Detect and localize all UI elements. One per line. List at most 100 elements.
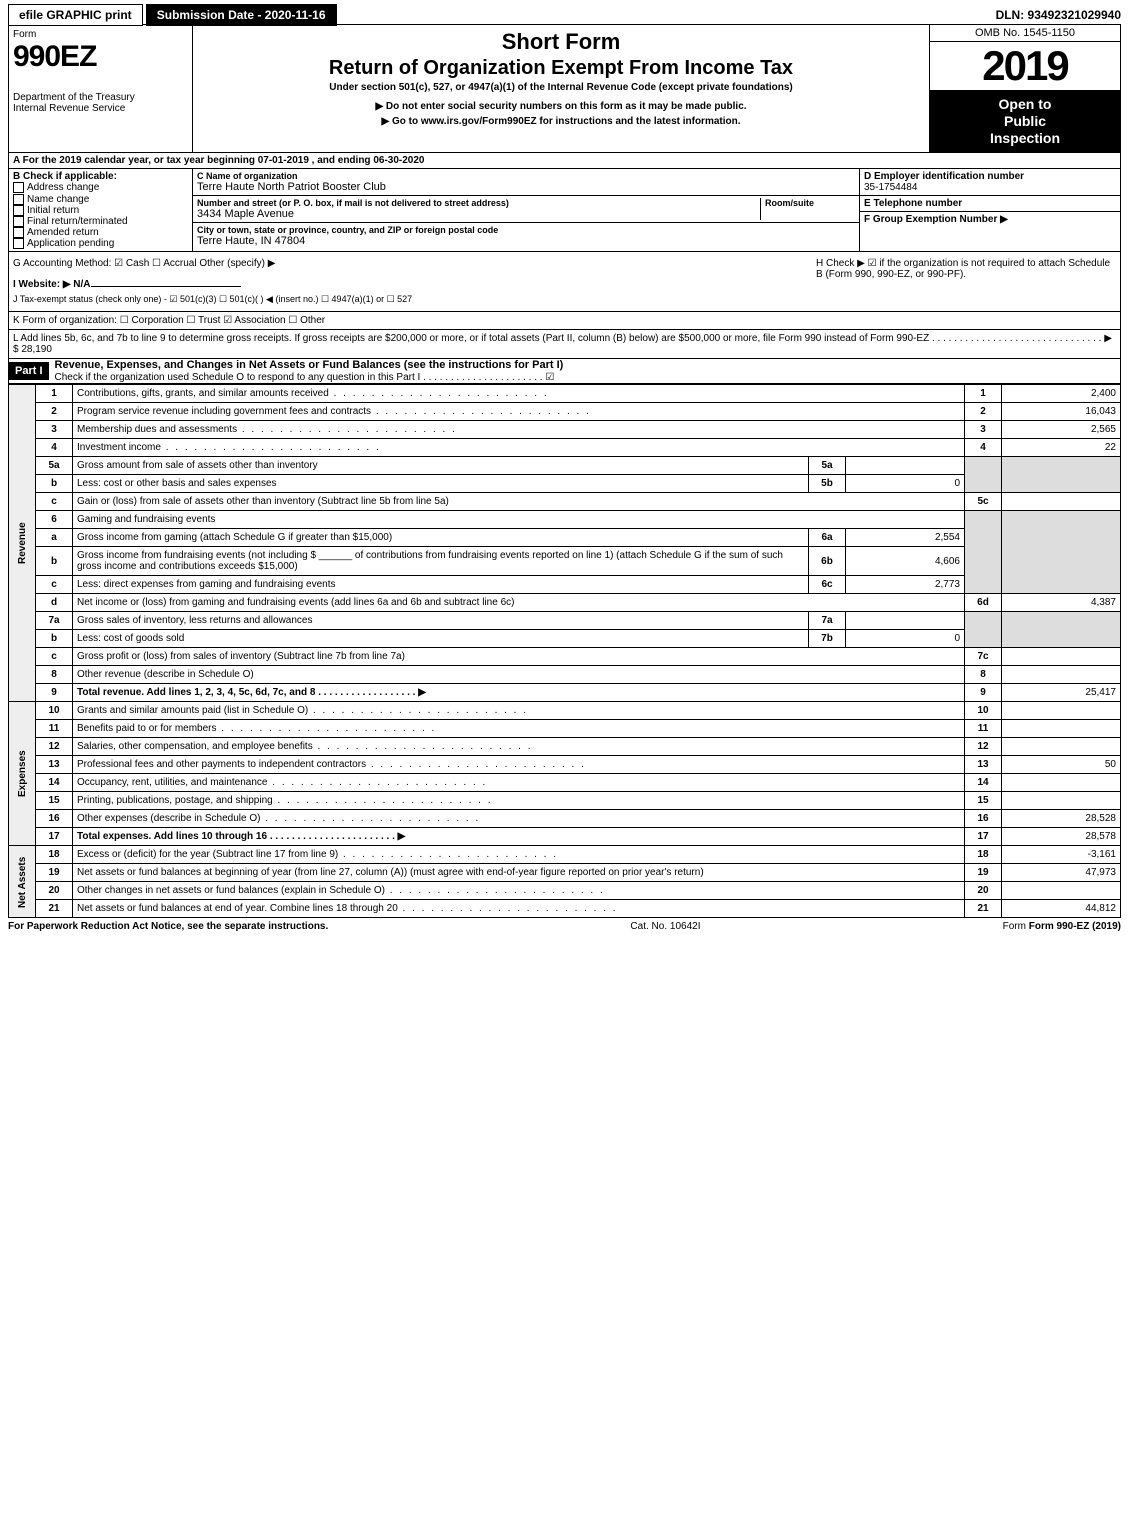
expenses-side-label: Expenses bbox=[9, 702, 36, 846]
b-label: B Check if applicable: bbox=[13, 171, 188, 182]
submission-date-button[interactable]: Submission Date - 2020-11-16 bbox=[146, 4, 337, 26]
chk-amended[interactable]: Amended return bbox=[13, 227, 188, 238]
return-title: Return of Organization Exempt From Incom… bbox=[199, 57, 923, 80]
line-15-text: Printing, publications, postage, and shi… bbox=[73, 792, 965, 810]
top-left: efile GRAPHIC print Submission Date - 20… bbox=[8, 8, 337, 22]
line-g: G Accounting Method: ☑ Cash ☐ Accrual Ot… bbox=[13, 258, 816, 269]
gh-left: G Accounting Method: ☑ Cash ☐ Accrual Ot… bbox=[13, 258, 816, 305]
chk-final[interactable]: Final return/terminated bbox=[13, 216, 188, 227]
c-addr-label: Number and street (or P. O. box, if mail… bbox=[197, 198, 760, 208]
omb-number: OMB No. 1545-1150 bbox=[930, 25, 1120, 42]
line-6a-text: Gross income from gaming (attach Schedul… bbox=[73, 529, 809, 547]
line-5b-text: Less: cost or other basis and sales expe… bbox=[73, 475, 809, 493]
dln-text: DLN: 93492321029940 bbox=[996, 8, 1121, 22]
e-phone-lbl: E Telephone number bbox=[864, 198, 1116, 209]
short-form-title: Short Form bbox=[199, 29, 923, 55]
line-i: I Website: ▶ N/A bbox=[13, 279, 91, 290]
open-l3: Inspection bbox=[934, 130, 1116, 147]
line-6b-text: Gross income from fundraising events (no… bbox=[73, 547, 809, 576]
line-12-text: Salaries, other compensation, and employ… bbox=[73, 738, 965, 756]
line-4-text: Investment income bbox=[73, 439, 965, 457]
line-9-text: Total revenue. Add lines 1, 2, 3, 4, 5c,… bbox=[73, 684, 965, 702]
c-name-row: C Name of organization Terre Haute North… bbox=[193, 169, 859, 196]
line-j: J Tax-exempt status (check only one) - ☑… bbox=[13, 294, 816, 305]
revenue-side-label: Revenue bbox=[9, 385, 36, 702]
f-group-lbl: F Group Exemption Number ▶ bbox=[864, 214, 1116, 225]
line-7c-text: Gross profit or (loss) from sales of inv… bbox=[73, 648, 965, 666]
section-gh: G Accounting Method: ☑ Cash ☐ Accrual Ot… bbox=[8, 252, 1121, 312]
line-3-text: Membership dues and assessments bbox=[73, 421, 965, 439]
line-18-val: -3,161 bbox=[1002, 846, 1121, 864]
chk-address[interactable]: Address change bbox=[13, 182, 188, 193]
line-17-val: 28,578 bbox=[1002, 828, 1121, 846]
line-13-val: 50 bbox=[1002, 756, 1121, 774]
footer-left: For Paperwork Reduction Act Notice, see … bbox=[8, 921, 328, 932]
netassets-side-label: Net Assets bbox=[9, 846, 36, 918]
line-5b-val: 0 bbox=[846, 475, 965, 493]
dept-treasury: Department of the Treasury bbox=[13, 92, 188, 103]
form-number: 990EZ bbox=[13, 40, 188, 74]
line-6a-val: 2,554 bbox=[846, 529, 965, 547]
d-ein-lbl: D Employer identification number bbox=[864, 171, 1116, 182]
lines-table: Revenue 1Contributions, gifts, grants, a… bbox=[8, 384, 1121, 918]
line-l: L Add lines 5b, 6c, and 7b to line 9 to … bbox=[8, 330, 1121, 359]
line-k: K Form of organization: ☐ Corporation ☐ … bbox=[8, 312, 1121, 330]
line-17-text: Total expenses. Add lines 10 through 16 … bbox=[73, 828, 965, 846]
line-5a-text: Gross amount from sale of assets other t… bbox=[73, 457, 809, 475]
section-bcd: B Check if applicable: Address change Na… bbox=[8, 169, 1121, 252]
chk-name[interactable]: Name change bbox=[13, 194, 188, 205]
line-19-val: 47,973 bbox=[1002, 864, 1121, 882]
line-14-text: Occupancy, rent, utilities, and maintena… bbox=[73, 774, 965, 792]
c-city-row: City or town, state or province, country… bbox=[193, 223, 859, 249]
line-13-text: Professional fees and other payments to … bbox=[73, 756, 965, 774]
line-8-text: Other revenue (describe in Schedule O) bbox=[73, 666, 965, 684]
line-6d-val: 4,387 bbox=[1002, 594, 1121, 612]
open-l2: Public bbox=[934, 113, 1116, 130]
chk-pending[interactable]: Application pending bbox=[13, 238, 188, 249]
line-10-text: Grants and similar amounts paid (list in… bbox=[73, 702, 965, 720]
column-c: C Name of organization Terre Haute North… bbox=[193, 169, 859, 251]
form-header: Form 990EZ Department of the Treasury In… bbox=[8, 24, 1121, 153]
c-addr-row: Number and street (or P. O. box, if mail… bbox=[193, 196, 859, 223]
line-21-text: Net assets or fund balances at end of ye… bbox=[73, 900, 965, 918]
part1-check: Check if the organization used Schedule … bbox=[49, 372, 555, 383]
line-6-text: Gaming and fundraising events bbox=[73, 511, 965, 529]
form-word: Form bbox=[13, 29, 188, 40]
line-19-text: Net assets or fund balances at beginning… bbox=[73, 864, 965, 882]
header-left: Form 990EZ Department of the Treasury In… bbox=[9, 25, 193, 152]
line-9-val: 25,417 bbox=[1002, 684, 1121, 702]
tax-year: 2019 bbox=[930, 42, 1120, 90]
line-7a-text: Gross sales of inventory, less returns a… bbox=[73, 612, 809, 630]
chk-initial[interactable]: Initial return bbox=[13, 205, 188, 216]
top-bar: efile GRAPHIC print Submission Date - 20… bbox=[8, 8, 1121, 22]
line-6b-val: 4,606 bbox=[846, 547, 965, 576]
line-11-text: Benefits paid to or for members bbox=[73, 720, 965, 738]
d-ein: D Employer identification number 35-1754… bbox=[860, 169, 1120, 196]
line-6d-text: Net income or (loss) from gaming and fun… bbox=[73, 594, 965, 612]
irs-label: Internal Revenue Service bbox=[13, 103, 188, 114]
column-b: B Check if applicable: Address change Na… bbox=[9, 169, 193, 251]
efile-print-button[interactable]: efile GRAPHIC print bbox=[8, 4, 143, 26]
goto-text: ▶ Go to www.irs.gov/Form990EZ for instru… bbox=[199, 116, 923, 127]
line-2-text: Program service revenue including govern… bbox=[73, 403, 965, 421]
d-ein-val: 35-1754484 bbox=[864, 182, 1116, 193]
line-4-val: 22 bbox=[1002, 439, 1121, 457]
line-1-val: 2,400 bbox=[1002, 385, 1121, 403]
line-5c-text: Gain or (loss) from sale of assets other… bbox=[73, 493, 965, 511]
org-name: Terre Haute North Patriot Booster Club bbox=[197, 181, 855, 193]
part1-header-row: Part I Revenue, Expenses, and Changes in… bbox=[8, 359, 1121, 384]
part1-badge: Part I bbox=[9, 362, 49, 380]
line-7b-val: 0 bbox=[846, 630, 965, 648]
line-2-val: 16,043 bbox=[1002, 403, 1121, 421]
part1-title: Revenue, Expenses, and Changes in Net As… bbox=[49, 359, 564, 371]
org-city: Terre Haute, IN 47804 bbox=[197, 235, 498, 247]
line-1-text: Contributions, gifts, grants, and simila… bbox=[73, 385, 965, 403]
line-18-text: Excess or (deficit) for the year (Subtra… bbox=[73, 846, 965, 864]
header-middle: Short Form Return of Organization Exempt… bbox=[193, 25, 929, 152]
footer-mid: Cat. No. 10642I bbox=[630, 921, 700, 932]
header-right: OMB No. 1545-1150 2019 Open to Public In… bbox=[929, 25, 1120, 152]
line-16-val: 28,528 bbox=[1002, 810, 1121, 828]
open-public-box: Open to Public Inspection bbox=[930, 90, 1120, 152]
e-phone: E Telephone number bbox=[860, 196, 1120, 212]
line-a: A For the 2019 calendar year, or tax yea… bbox=[8, 153, 1121, 169]
